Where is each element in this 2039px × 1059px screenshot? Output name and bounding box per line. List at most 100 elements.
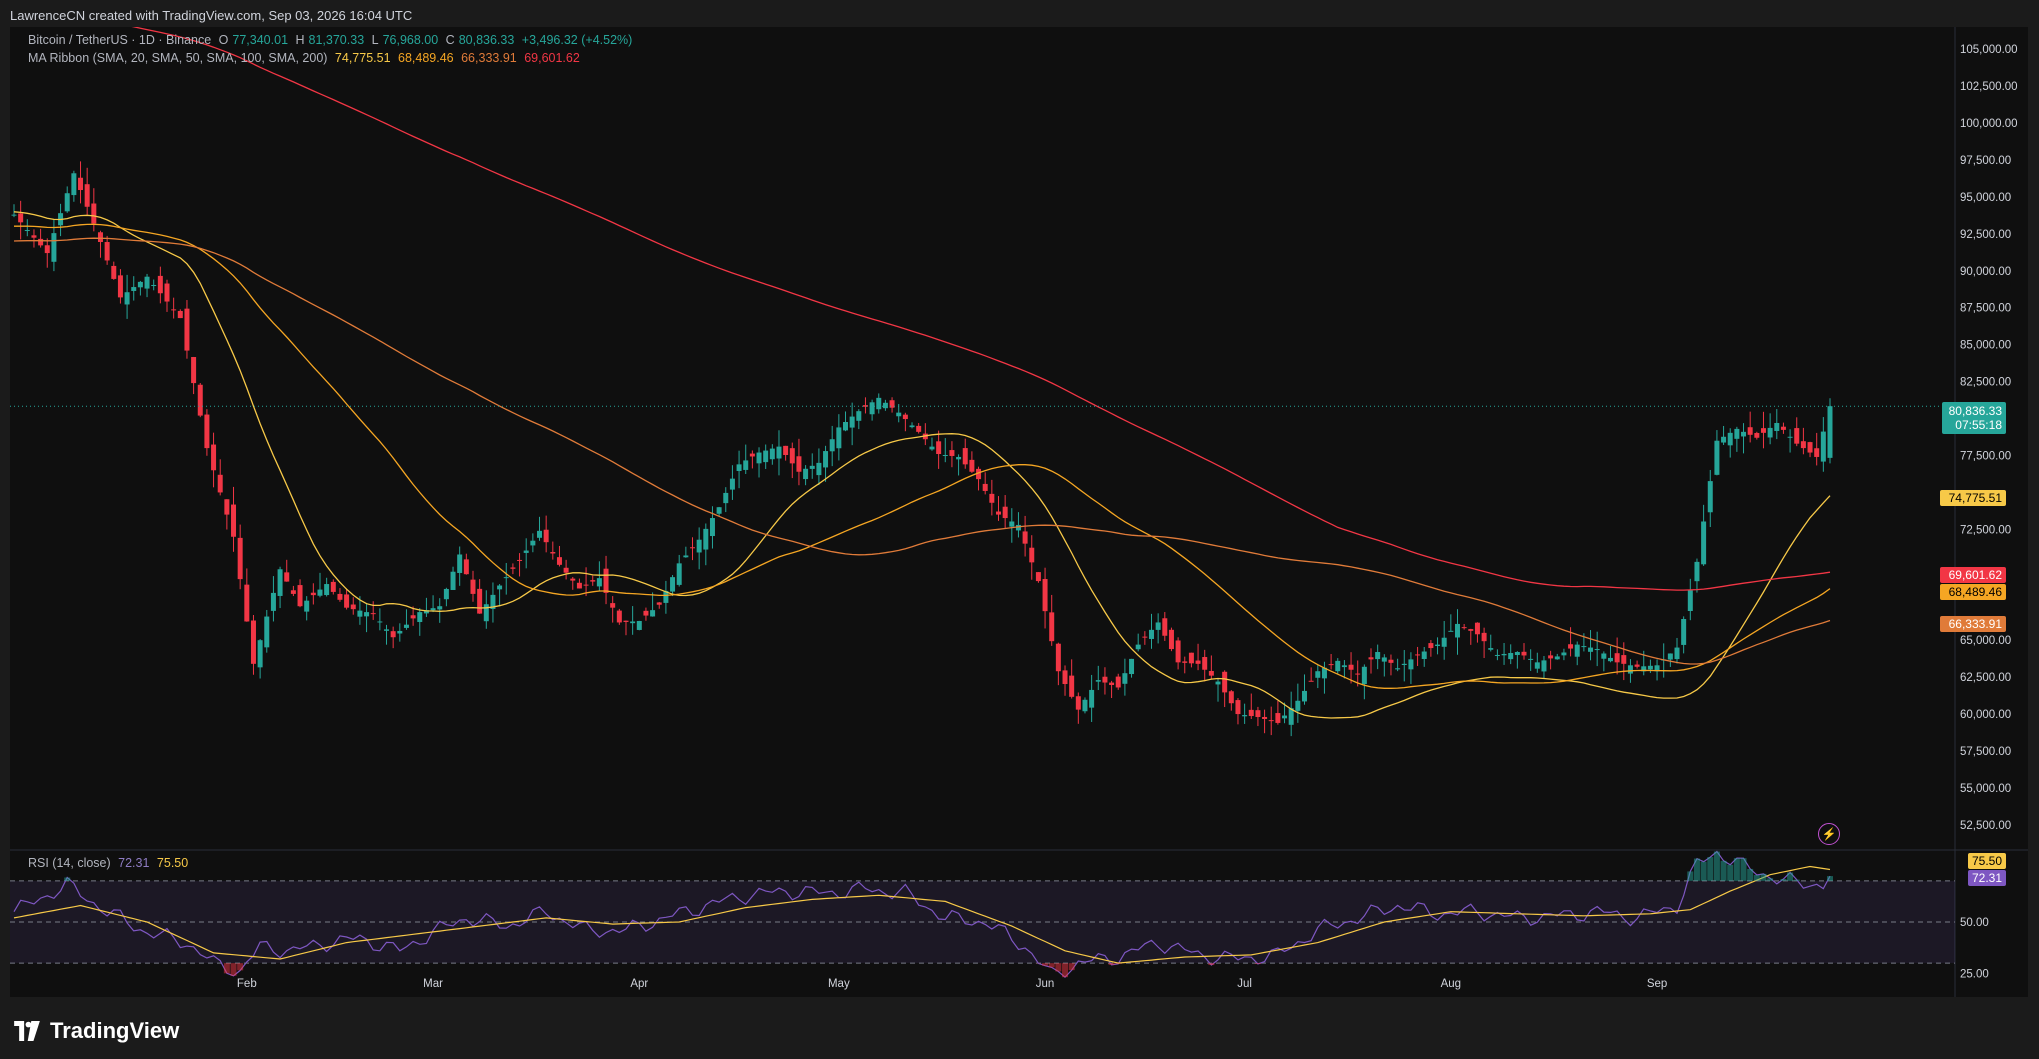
candle-body xyxy=(204,414,210,449)
candle-body xyxy=(776,446,782,459)
candle-body xyxy=(1827,406,1833,458)
candle-body xyxy=(337,593,343,600)
candle-body xyxy=(670,577,676,592)
candle-body xyxy=(1049,612,1055,642)
candle-body xyxy=(397,630,403,634)
candle-body xyxy=(756,452,762,464)
candle-body xyxy=(1148,629,1154,639)
candle-body xyxy=(783,445,789,455)
candle-body xyxy=(1102,676,1108,683)
candle-body xyxy=(211,444,217,471)
symbol-title[interactable]: Bitcoin / TetherUS · 1D · Binance xyxy=(28,33,212,47)
candle-body xyxy=(1395,668,1401,670)
candle-body xyxy=(78,177,84,191)
y-tick-label: 92,500.00 xyxy=(1960,229,2011,241)
close-label: C xyxy=(445,33,455,47)
rsi-line xyxy=(13,850,1831,979)
candle-body xyxy=(330,581,336,592)
candle-body xyxy=(956,456,962,460)
candle-body xyxy=(1754,432,1760,438)
candle-body xyxy=(1701,521,1707,565)
candle-body xyxy=(463,559,469,575)
candle-body xyxy=(1142,636,1148,638)
candle-body xyxy=(1135,644,1141,650)
candle-body xyxy=(1541,660,1547,672)
candle-body xyxy=(1415,654,1421,656)
candle-body xyxy=(1228,691,1234,704)
x-tick-label: Feb xyxy=(237,978,257,990)
candle-body xyxy=(1694,561,1700,582)
price-chart-svg[interactable]: 105,000.00 102,500.00 100,000.00 97,500.00 9… xyxy=(10,27,2028,997)
candle-body xyxy=(390,631,396,638)
candle-body xyxy=(816,462,822,476)
candle-body xyxy=(1780,426,1786,430)
rsi-label[interactable]: RSI (14, close) xyxy=(28,856,111,870)
candle-body xyxy=(676,563,682,585)
candle-body xyxy=(177,310,183,319)
ma200-value: 69,601.62 xyxy=(524,51,580,65)
candle-body xyxy=(144,276,150,289)
chart-credit: LawrenceCN created with TradingView.com,… xyxy=(10,8,413,23)
candle-body xyxy=(171,309,177,311)
candle-body xyxy=(1361,666,1367,685)
candle-body xyxy=(84,184,90,207)
high-value: 81,370.33 xyxy=(308,33,365,47)
candle-body xyxy=(1681,619,1687,645)
candle-body xyxy=(157,275,163,294)
lightning-icon[interactable]: ⚡ xyxy=(1818,823,1840,845)
candle-body xyxy=(503,577,509,579)
candle-body xyxy=(703,528,709,550)
candle-body xyxy=(969,459,975,472)
candle-body xyxy=(403,624,409,628)
candle-body xyxy=(1627,665,1633,674)
candle-body xyxy=(510,567,516,569)
candle-body xyxy=(1741,431,1747,437)
last-price: 80,836.33 xyxy=(1948,404,2002,418)
low-value: 76,968.00 xyxy=(382,33,439,47)
candle-body xyxy=(1734,428,1740,439)
candle-body xyxy=(1202,657,1208,670)
ma-ribbon-label[interactable]: MA Ribbon (SMA, 20, SMA, 50, SMA, 100, S… xyxy=(28,51,328,65)
sma20-line xyxy=(13,211,1831,719)
candle-body xyxy=(1721,436,1727,443)
candle-body xyxy=(709,518,715,537)
candle-body xyxy=(104,242,110,261)
candle-body xyxy=(350,604,356,610)
ma100-value: 66,333.91 xyxy=(461,51,517,65)
candle-body xyxy=(1348,664,1354,670)
candle-body xyxy=(656,602,662,605)
tradingview-logo[interactable]: TradingView xyxy=(12,1018,179,1044)
candle-body xyxy=(197,384,203,416)
y-tick-label: 97,500.00 xyxy=(1960,155,2011,167)
candle-body xyxy=(1594,649,1600,651)
candle-body xyxy=(530,540,536,546)
candle-body xyxy=(470,579,476,594)
candle-body xyxy=(1747,427,1753,435)
candle-body xyxy=(517,559,523,561)
candle-body xyxy=(1534,662,1540,669)
candle-body xyxy=(1341,665,1347,668)
candle-body xyxy=(250,620,256,664)
candle-body xyxy=(443,588,449,600)
candle-body xyxy=(1474,622,1480,635)
candle-body xyxy=(304,600,310,612)
x-tick-label: Sep xyxy=(1647,978,1667,990)
candle-body xyxy=(823,451,829,468)
candle-body xyxy=(1255,710,1261,718)
candle-body xyxy=(1408,659,1414,670)
candle-body xyxy=(1481,632,1487,642)
candle-body xyxy=(1375,652,1381,660)
candle-body xyxy=(1335,660,1341,672)
y-tick-label: 60,000.00 xyxy=(1960,709,2011,721)
rsi-ma-tag: 75.50 xyxy=(1968,853,2006,869)
candle-body xyxy=(550,552,556,554)
candle-body xyxy=(1820,431,1826,462)
candle-body xyxy=(523,550,529,553)
candle-body xyxy=(1188,652,1194,664)
chart-area[interactable]: 105,000.00 102,500.00 100,000.00 97,500.00 9… xyxy=(10,27,2028,997)
candle-body xyxy=(97,232,103,242)
high-label: H xyxy=(295,33,305,47)
candle-body xyxy=(1368,657,1374,660)
candle-body xyxy=(1055,643,1061,672)
candle-body xyxy=(869,402,875,415)
